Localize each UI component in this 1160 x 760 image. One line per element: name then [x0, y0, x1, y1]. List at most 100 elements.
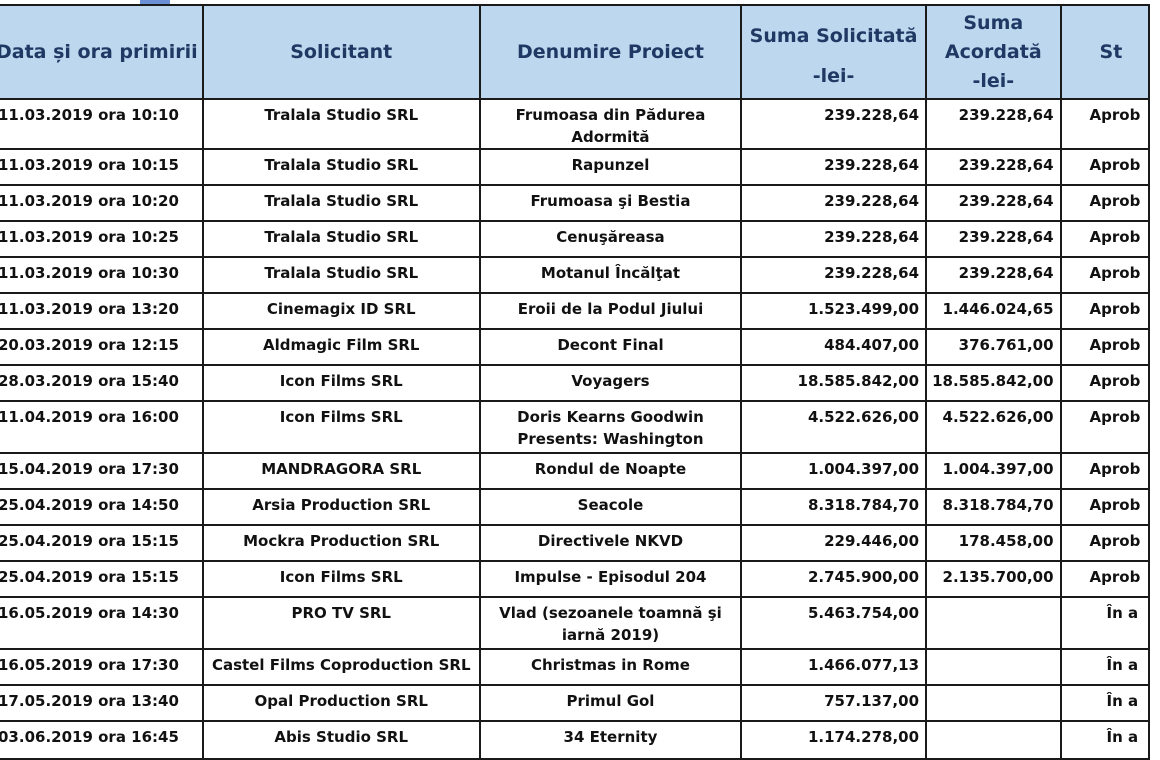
- cell-status: Aprob: [1059, 488, 1151, 526]
- table-row: 16.05.2019 ora 17:30 Castel Films Coprodu…: [0, 648, 1151, 686]
- cell-applicant: Tralala Studio SRL: [201, 220, 481, 258]
- cell-applicant: Opal Production SRL: [201, 684, 481, 722]
- cell-date: 28.03.2019 ora 15:40: [0, 364, 204, 402]
- cell-project: Directivele NKVD: [478, 524, 743, 562]
- cell-project: Eroii de la Podul Jiului: [478, 292, 743, 330]
- cell-applicant: Icon Films SRL: [201, 364, 481, 402]
- cell-project: Primul Gol: [478, 684, 743, 722]
- cell-project: Frumoasa şi Bestia: [478, 184, 743, 222]
- cell-applicant: Tralala Studio SRL: [201, 148, 481, 186]
- table-row: 25.04.2019 ora 15:15 Mockra Production SR…: [0, 524, 1151, 562]
- cell-project: Vlad (sezoanele toamnă şi iarnă 2019): [478, 596, 743, 650]
- table-row: 11.03.2019 ora 10:25 Tralala Studio SRL Ce…: [0, 220, 1151, 258]
- cell-granted: [925, 720, 1062, 760]
- cell-project: Motanul Încălţat: [478, 256, 743, 294]
- cell-status: În a: [1059, 720, 1151, 760]
- cell-project: Rondul de Noapte: [478, 452, 743, 490]
- cell-status: Aprob: [1059, 328, 1151, 366]
- cell-requested: 1.174.278,00: [740, 720, 928, 760]
- cell-applicant: Tralala Studio SRL: [201, 98, 481, 150]
- table-row: 16.05.2019 ora 14:30 PRO TV SRL Vlad (sezo…: [0, 596, 1151, 650]
- cell-date: 11.03.2019 ora 13:20: [0, 292, 204, 330]
- cell-project: Frumoasa din Pădurea Adormită: [478, 98, 743, 150]
- cell-status: Aprob: [1059, 292, 1151, 330]
- cell-granted: 1.446.024,65: [925, 292, 1062, 330]
- table-row: 11.03.2019 ora 13:20 Cinemagix ID SRL Eroi…: [0, 292, 1151, 330]
- cell-requested: 1.523.499,00: [740, 292, 928, 330]
- table-row: 11.03.2019 ora 10:30 Tralala Studio SRL Mo…: [0, 256, 1151, 294]
- table-row: 25.04.2019 ora 15:15 Icon Films SRL Impuls…: [0, 560, 1151, 598]
- page-top-mark: [140, 0, 170, 4]
- header-requested: Suma Solicitată -lei-: [740, 4, 928, 100]
- cell-applicant: Cinemagix ID SRL: [201, 292, 481, 330]
- cell-applicant: PRO TV SRL: [201, 596, 481, 650]
- table-body: 11.03.2019 ora 10:10 Tralala Studio SRL Fr…: [0, 98, 1151, 760]
- cell-status: Aprob: [1059, 256, 1151, 294]
- cell-granted: 2.135.700,00: [925, 560, 1062, 598]
- cell-requested: 4.522.626,00: [740, 400, 928, 454]
- cell-date: 25.04.2019 ora 15:15: [0, 560, 204, 598]
- cell-granted: 239.228,64: [925, 98, 1062, 150]
- cell-granted: 4.522.626,00: [925, 400, 1062, 454]
- cell-granted: 239.228,64: [925, 148, 1062, 186]
- cell-requested: 239.228,64: [740, 98, 928, 150]
- cell-requested: 239.228,64: [740, 220, 928, 258]
- cell-date: 03.06.2019 ora 16:45: [0, 720, 204, 760]
- header-granted: Suma Acordată -lei-: [925, 4, 1062, 100]
- cell-requested: 1.004.397,00: [740, 452, 928, 490]
- cell-applicant: Icon Films SRL: [201, 560, 481, 598]
- cell-requested: 239.228,64: [740, 256, 928, 294]
- cell-applicant: Tralala Studio SRL: [201, 184, 481, 222]
- cell-requested: 5.463.754,00: [740, 596, 928, 650]
- cell-project: Impulse - Episodul 204: [478, 560, 743, 598]
- cell-applicant: Icon Films SRL: [201, 400, 481, 454]
- cell-date: 11.03.2019 ora 10:10: [0, 98, 204, 150]
- cell-applicant: Arsia Production SRL: [201, 488, 481, 526]
- cell-granted: [925, 648, 1062, 686]
- cell-granted: 1.004.397,00: [925, 452, 1062, 490]
- header-date: Data și ora primirii: [0, 4, 204, 100]
- table-row: 17.05.2019 ora 13:40 Opal Production SRL P…: [0, 684, 1151, 722]
- cell-project: Decont Final: [478, 328, 743, 366]
- table-row: 03.06.2019 ora 16:45 Abis Studio SRL 34 Et…: [0, 720, 1151, 760]
- table-row: 11.03.2019 ora 10:10 Tralala Studio SRL Fr…: [0, 98, 1151, 150]
- cell-requested: 2.745.900,00: [740, 560, 928, 598]
- cell-date: 16.05.2019 ora 17:30: [0, 648, 204, 686]
- table-row: 11.03.2019 ora 10:20 Tralala Studio SRL Fr…: [0, 184, 1151, 222]
- cell-status: Aprob: [1059, 220, 1151, 258]
- cell-status: Aprob: [1059, 364, 1151, 402]
- cell-status: Aprob: [1059, 184, 1151, 222]
- cell-project: Voyagers: [478, 364, 743, 402]
- cell-date: 11.04.2019 ora 16:00: [0, 400, 204, 454]
- cell-granted: [925, 684, 1062, 722]
- cell-requested: 18.585.842,00: [740, 364, 928, 402]
- cell-date: 17.05.2019 ora 13:40: [0, 684, 204, 722]
- cell-project: Seacole: [478, 488, 743, 526]
- cell-applicant: MANDRAGORA SRL: [201, 452, 481, 490]
- cell-date: 25.04.2019 ora 15:15: [0, 524, 204, 562]
- cell-granted: 239.228,64: [925, 184, 1062, 222]
- table-row: 11.04.2019 ora 16:00 Icon Films SRL Doris …: [0, 400, 1151, 454]
- cell-applicant: Aldmagic Film SRL: [201, 328, 481, 366]
- cell-granted: 239.228,64: [925, 220, 1062, 258]
- cell-status: În a: [1059, 596, 1151, 650]
- cell-applicant: Castel Films Coproduction SRL: [201, 648, 481, 686]
- table-row: 20.03.2019 ora 12:15 Aldmagic Film SRL Dec…: [0, 328, 1151, 366]
- cell-granted: 376.761,00: [925, 328, 1062, 366]
- cell-requested: 757.137,00: [740, 684, 928, 722]
- header-granted-unit: -lei-: [972, 69, 1015, 92]
- header-granted-label: Suma Acordată: [944, 11, 1042, 63]
- cell-requested: 1.466.077,13: [740, 648, 928, 686]
- cell-date: 11.03.2019 ora 10:25: [0, 220, 204, 258]
- header-requested-unit: -lei-: [812, 65, 855, 87]
- cell-date: 11.03.2019 ora 10:30: [0, 256, 204, 294]
- cell-project: Cenuşăreasa: [478, 220, 743, 258]
- cell-status: Aprob: [1059, 98, 1151, 150]
- cell-status: Aprob: [1059, 452, 1151, 490]
- cell-status: Aprob: [1059, 524, 1151, 562]
- table-row: 11.03.2019 ora 10:15 Tralala Studio SRL Ra…: [0, 148, 1151, 186]
- header-project: Denumire Proiect: [478, 4, 743, 100]
- funding-table: Data și ora primirii Solicitant Denumire…: [0, 4, 1151, 760]
- cell-project: Doris Kearns Goodwin Presents: Washingto…: [478, 400, 743, 454]
- table-row: 25.04.2019 ora 14:50 Arsia Production SRL…: [0, 488, 1151, 526]
